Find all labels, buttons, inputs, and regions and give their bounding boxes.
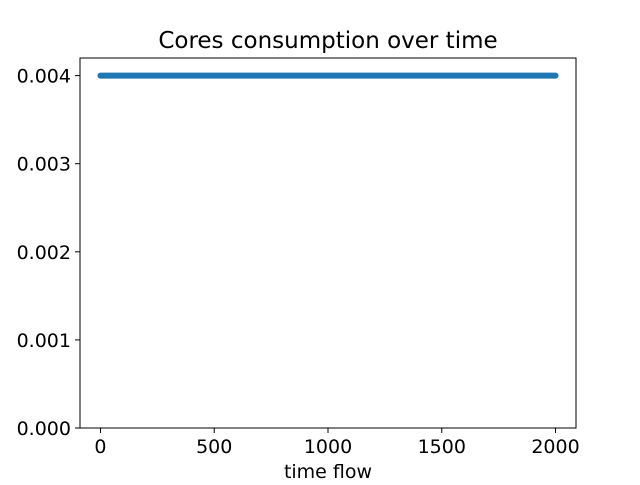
y-tick-label: 0.002 (17, 242, 71, 264)
y-axis: 0.000 0.001 0.002 0.003 0.004 (17, 66, 80, 440)
x-tick-label: 500 (196, 436, 232, 458)
y-tick-label: 0.001 (17, 330, 71, 352)
plot-frame (79, 57, 577, 429)
x-tick-label: 1500 (418, 436, 466, 458)
y-tick-label: 0.004 (17, 66, 71, 88)
y-tick-label: 0.003 (17, 154, 71, 176)
x-axis: 0 500 1000 1500 2000 (94, 428, 580, 458)
x-tick-label: 0 (94, 436, 106, 458)
x-tick-label: 1000 (304, 436, 352, 458)
y-tick-label: 0.000 (17, 418, 71, 440)
x-tick-label: 2000 (531, 436, 579, 458)
x-axis-label: time flow (284, 461, 372, 480)
chart-title: Cores consumption over time (158, 28, 497, 54)
